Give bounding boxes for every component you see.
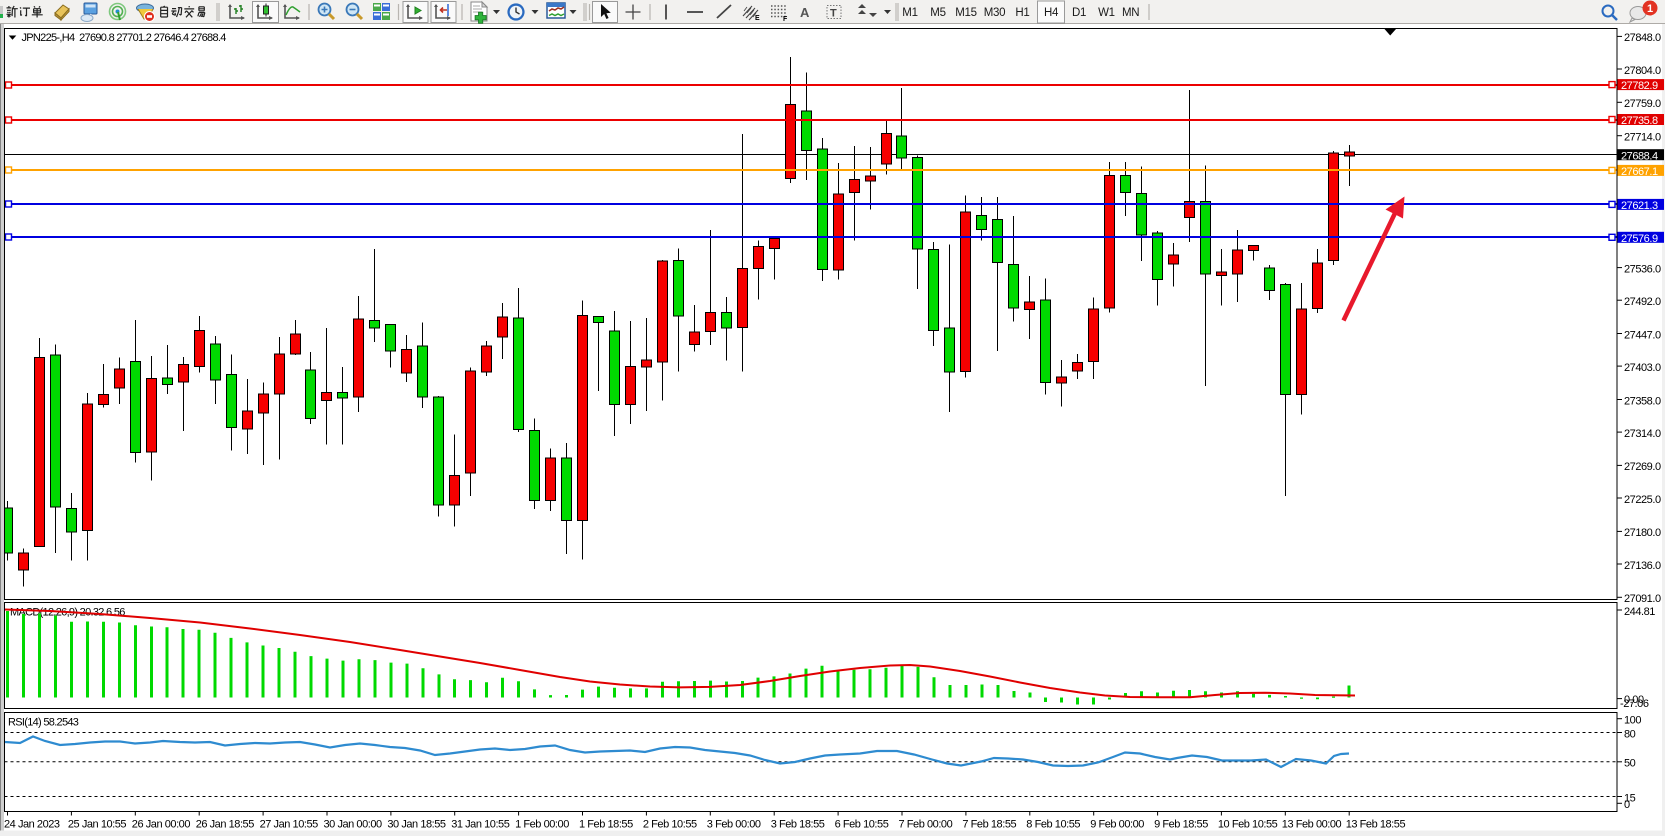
svg-text:25 Jan 10:55: 25 Jan 10:55 bbox=[68, 818, 127, 830]
svg-text:A: A bbox=[800, 5, 810, 20]
svg-text:JPN225-,H4 27690.8 27701.2 27: JPN225-,H4 27690.8 27701.2 27646.4 27688… bbox=[22, 32, 227, 44]
svg-text:27759.0: 27759.0 bbox=[1624, 98, 1661, 110]
svg-text:27667.1: 27667.1 bbox=[1621, 166, 1658, 178]
svg-text:27621.3: 27621.3 bbox=[1621, 200, 1658, 212]
svg-text:27225.0: 27225.0 bbox=[1624, 494, 1661, 506]
svg-text:27269.0: 27269.0 bbox=[1624, 461, 1661, 473]
svg-text:27804.0: 27804.0 bbox=[1624, 65, 1661, 77]
svg-text:100: 100 bbox=[1624, 715, 1641, 727]
svg-text:27536.0: 27536.0 bbox=[1624, 263, 1661, 275]
svg-text:15: 15 bbox=[1624, 792, 1636, 804]
svg-text:7 Feb 00:00: 7 Feb 00:00 bbox=[899, 818, 953, 830]
svg-text:1: 1 bbox=[1647, 3, 1653, 15]
svg-text:27091.0: 27091.0 bbox=[1624, 593, 1661, 605]
svg-text:30 Jan 18:55: 30 Jan 18:55 bbox=[387, 818, 446, 830]
svg-text:27492.0: 27492.0 bbox=[1624, 296, 1661, 308]
svg-text:27848.0: 27848.0 bbox=[1624, 32, 1661, 44]
svg-text:27447.0: 27447.0 bbox=[1624, 329, 1661, 341]
svg-text:0: 0 bbox=[1624, 799, 1630, 811]
svg-text:31 Jan 10:55: 31 Jan 10:55 bbox=[451, 818, 510, 830]
svg-text:3 Feb 18:55: 3 Feb 18:55 bbox=[771, 818, 825, 830]
svg-text:50: 50 bbox=[1624, 758, 1636, 770]
svg-text:24 Jan 2023: 24 Jan 2023 bbox=[4, 818, 60, 830]
svg-text:7 Feb 18:55: 7 Feb 18:55 bbox=[962, 818, 1016, 830]
svg-text:80: 80 bbox=[1624, 728, 1636, 740]
svg-text:1 Feb 18:55: 1 Feb 18:55 bbox=[579, 818, 633, 830]
svg-text:-27.06: -27.06 bbox=[1620, 698, 1649, 710]
svg-text:H4: H4 bbox=[1044, 7, 1059, 19]
svg-text:27 Jan 10:55: 27 Jan 10:55 bbox=[260, 818, 319, 830]
svg-text:27358.0: 27358.0 bbox=[1624, 395, 1661, 407]
svg-text:26 Jan 00:00: 26 Jan 00:00 bbox=[132, 818, 191, 830]
svg-text:W1: W1 bbox=[1098, 7, 1115, 19]
svg-text:M30: M30 bbox=[984, 7, 1005, 19]
svg-text:10 Feb 10:55: 10 Feb 10:55 bbox=[1218, 818, 1278, 830]
svg-text:M1: M1 bbox=[902, 7, 917, 19]
svg-text:D1: D1 bbox=[1072, 7, 1086, 19]
svg-text:T: T bbox=[830, 8, 837, 20]
svg-text:27136.0: 27136.0 bbox=[1624, 560, 1661, 572]
svg-text:27735.8: 27735.8 bbox=[1621, 115, 1658, 127]
svg-text:244.81: 244.81 bbox=[1624, 606, 1655, 618]
svg-text:27714.0: 27714.0 bbox=[1624, 132, 1661, 144]
svg-text:8 Feb 10:55: 8 Feb 10:55 bbox=[1026, 818, 1080, 830]
svg-text:27782.9: 27782.9 bbox=[1621, 80, 1658, 92]
svg-text:9 Feb 00:00: 9 Feb 00:00 bbox=[1090, 818, 1144, 830]
svg-text:F: F bbox=[783, 16, 788, 23]
svg-text:M5: M5 bbox=[930, 7, 945, 19]
svg-text:MN: MN bbox=[1122, 7, 1139, 19]
svg-text:0.00: 0.00 bbox=[1624, 694, 1644, 706]
svg-text:30 Jan 00:00: 30 Jan 00:00 bbox=[324, 818, 383, 830]
svg-text:6 Feb 10:55: 6 Feb 10:55 bbox=[835, 818, 889, 830]
svg-text:M15: M15 bbox=[955, 7, 976, 19]
svg-text:27180.0: 27180.0 bbox=[1624, 527, 1661, 539]
svg-text:27576.9: 27576.9 bbox=[1621, 233, 1658, 245]
svg-text:13 Feb 18:55: 13 Feb 18:55 bbox=[1346, 818, 1406, 830]
svg-text:27314.0: 27314.0 bbox=[1624, 428, 1661, 440]
svg-text:27403.0: 27403.0 bbox=[1624, 362, 1661, 374]
svg-text:13 Feb 00:00: 13 Feb 00:00 bbox=[1282, 818, 1342, 830]
svg-text:27688.4: 27688.4 bbox=[1621, 150, 1658, 162]
svg-text:26 Jan 18:55: 26 Jan 18:55 bbox=[196, 818, 255, 830]
svg-text:9 Feb 18:55: 9 Feb 18:55 bbox=[1154, 818, 1208, 830]
svg-text:H1: H1 bbox=[1015, 7, 1029, 19]
svg-text:1 Feb 00:00: 1 Feb 00:00 bbox=[515, 818, 569, 830]
svg-text:3 Feb 00:00: 3 Feb 00:00 bbox=[707, 818, 761, 830]
svg-text:E: E bbox=[755, 15, 760, 22]
svg-text:RSI(14) 58.2543: RSI(14) 58.2543 bbox=[8, 717, 79, 729]
svg-text:2 Feb 10:55: 2 Feb 10:55 bbox=[643, 818, 697, 830]
